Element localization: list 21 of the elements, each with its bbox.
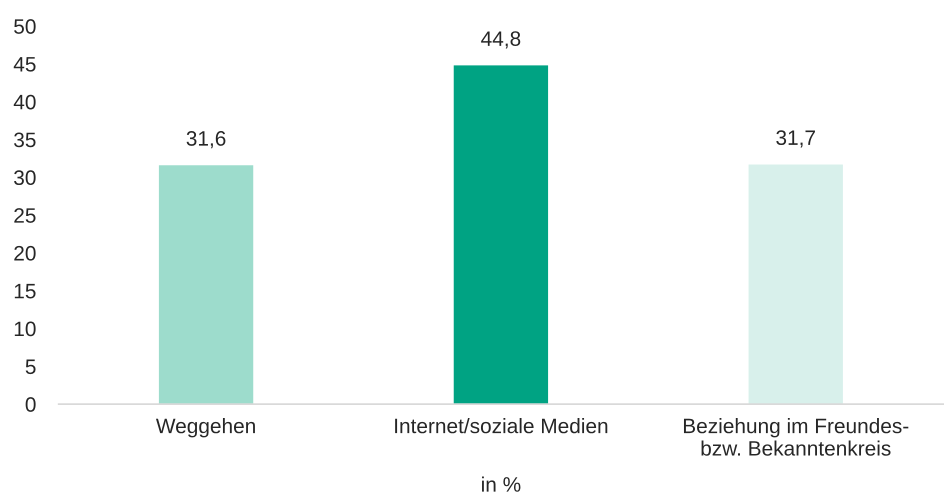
data-label: 44,8	[481, 31, 520, 48]
y-tick-label: 45	[14, 57, 36, 72]
y-tick-label: 35	[14, 132, 36, 148]
data-label: 31,7	[776, 130, 815, 148]
bar	[748, 164, 843, 404]
x-tick-label: Weggehen	[156, 418, 255, 438]
x-tick-label: Internet/soziale Medien	[395, 418, 608, 434]
y-tick-label: 10	[14, 322, 36, 336]
bar	[454, 65, 548, 404]
y-tick-label: 50	[14, 19, 36, 34]
y-tick-label: 5	[26, 360, 36, 374]
data-label: 31,6	[186, 131, 226, 148]
x-axis-title: in %	[482, 476, 520, 492]
y-tick-label: 20	[14, 246, 36, 261]
x-tick-label: Beziehung im Freundes- bzw. Bekanntenkreis	[684, 418, 908, 456]
y-tick-label: 40	[14, 94, 36, 110]
y-tick-label: 15	[14, 284, 36, 298]
y-tick-label: 0	[26, 397, 36, 412]
y-tick-label: 30	[14, 170, 36, 186]
bar	[158, 165, 254, 404]
y-tick-label: 25	[14, 208, 36, 223]
